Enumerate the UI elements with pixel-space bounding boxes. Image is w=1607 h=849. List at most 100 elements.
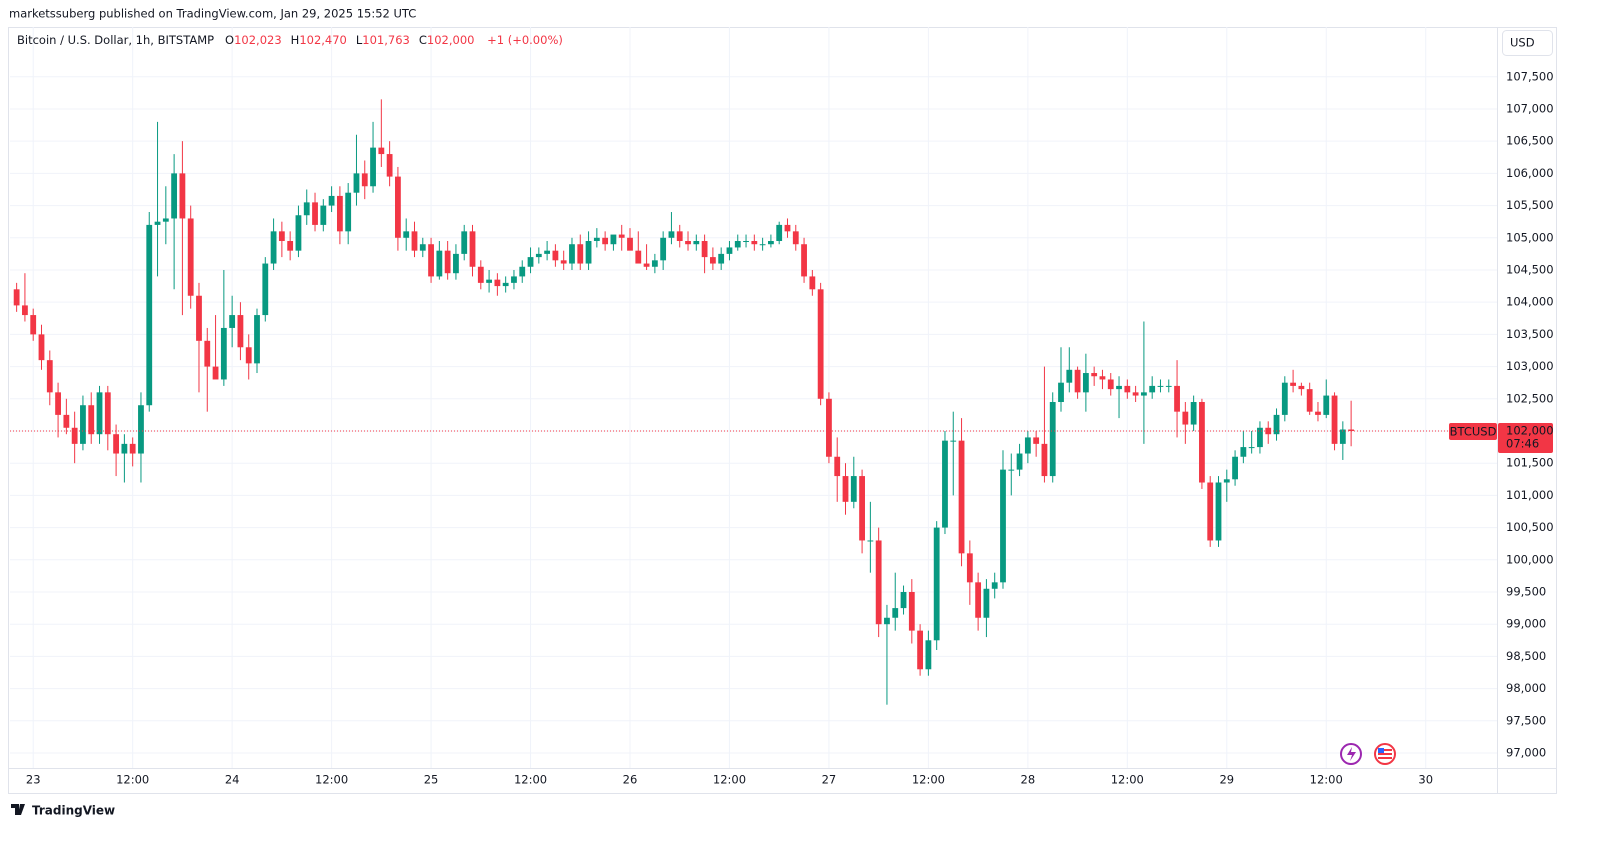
labels: 97,000 97,500 98,000 98,500 99,000 99,500 100,…	[10, 69, 1554, 787]
flag-stripe	[1378, 757, 1392, 759]
ohlc-key: L	[355, 33, 363, 47]
ohlc-value: 102,000	[426, 33, 475, 47]
candle-body	[287, 241, 294, 251]
candle-body	[204, 340, 211, 367]
candle-body	[22, 305, 28, 316]
candle-body	[685, 241, 691, 245]
candle-body	[1024, 437, 1031, 454]
candle-body	[129, 443, 136, 454]
y-tick-label: 98,000	[1506, 681, 1546, 695]
candle-body	[154, 221, 161, 225]
candle-body	[187, 218, 194, 296]
candle-body	[237, 315, 244, 348]
x-tick-label: 27	[822, 773, 837, 787]
candle-body	[1107, 379, 1114, 390]
candle-body	[842, 476, 849, 502]
candle-body	[676, 231, 683, 242]
ai-icon-bolt	[1347, 747, 1356, 761]
candle-body	[361, 173, 368, 187]
candle-body	[245, 347, 252, 364]
candle-body	[46, 360, 53, 393]
candle-body	[1273, 414, 1280, 435]
candle-body	[444, 250, 451, 274]
candle-body	[320, 205, 327, 225]
candle-body	[1339, 429, 1346, 444]
candle-body	[1348, 429, 1355, 431]
ai-icon[interactable]	[1340, 743, 1362, 765]
candle-body	[1232, 456, 1238, 480]
candle-body	[162, 218, 169, 222]
candle-body	[1000, 469, 1006, 583]
ohlc-value: 102,023	[234, 33, 282, 47]
candle-body	[809, 276, 816, 290]
change: +1 (+0.00%)	[487, 33, 563, 47]
candle-body	[917, 630, 924, 670]
chart-frame	[8, 27, 1557, 794]
x-tick-label: 12:00	[315, 773, 348, 787]
y-tick-label: 105,000	[1506, 230, 1554, 244]
y-tick-label: 103,500	[1506, 327, 1554, 341]
y-tick-label: 104,500	[1506, 262, 1554, 276]
candle-body	[709, 257, 716, 264]
candle-body	[859, 476, 865, 541]
x-tick-label: 12:00	[514, 773, 547, 787]
candle-body	[1041, 443, 1048, 477]
candle-body	[660, 237, 667, 261]
candle-body	[1049, 402, 1056, 477]
candle-body	[38, 334, 45, 361]
ohlc-value: 102,470	[299, 33, 347, 47]
y-tick-label: 102,500	[1506, 391, 1554, 405]
y-tick-label: 97,500	[1506, 713, 1546, 727]
candle-body	[718, 253, 725, 264]
candle-body	[768, 241, 774, 245]
candle-body	[950, 440, 957, 442]
candle-body	[395, 176, 401, 238]
candle-body	[436, 250, 443, 277]
candle-body	[179, 173, 186, 219]
candle-body	[461, 231, 468, 254]
y-tick-label: 107,500	[1506, 69, 1554, 83]
candle-body	[1306, 389, 1313, 412]
symbol-header: Bitcoin / U.S. Dollar, 1h, BITSTAMP O102…	[17, 33, 563, 47]
symbol-tag	[1449, 422, 1497, 440]
x-tick-label: 29	[1219, 773, 1234, 787]
x-tick-label: 12:00	[912, 773, 945, 787]
candle-body	[1008, 469, 1015, 471]
candle-body	[511, 276, 517, 283]
candle-body	[113, 434, 119, 454]
candle-body	[494, 279, 501, 287]
candle-body	[411, 231, 418, 251]
currency[interactable]: USD	[1510, 36, 1535, 50]
candle-body	[784, 224, 791, 232]
y-tick-label: 104,000	[1506, 295, 1554, 309]
y-tick-label: 101,000	[1506, 488, 1554, 502]
candle-body	[171, 173, 178, 219]
y-tick-label: 97,000	[1506, 745, 1546, 759]
ohlc-value: 101,763	[362, 33, 410, 47]
candle-body	[900, 591, 907, 609]
candle-body	[453, 253, 459, 274]
candle-body	[1315, 411, 1321, 415]
x-tick-label: 12:00	[713, 773, 746, 787]
candle-body	[602, 237, 609, 245]
y-tick-label: 99,000	[1506, 617, 1546, 631]
candle-body	[353, 173, 360, 193]
candle-body	[419, 244, 426, 251]
candle-body	[983, 588, 990, 618]
candle-body	[751, 241, 758, 245]
currency-button[interactable]	[1502, 30, 1553, 56]
candle-body	[1149, 385, 1156, 393]
candle-body	[80, 405, 86, 444]
candle-body	[146, 224, 153, 406]
candle-body	[643, 263, 650, 267]
candle-body	[1248, 447, 1255, 449]
price-tag-value: 102,000	[1506, 423, 1554, 437]
candle-body	[966, 553, 973, 583]
ohlc-key: H	[290, 33, 300, 47]
candle-body	[13, 289, 20, 306]
candle-body	[55, 392, 61, 415]
candle-body	[196, 295, 202, 341]
x-tick-label: 25	[424, 773, 439, 787]
candle-body	[1132, 392, 1139, 396]
